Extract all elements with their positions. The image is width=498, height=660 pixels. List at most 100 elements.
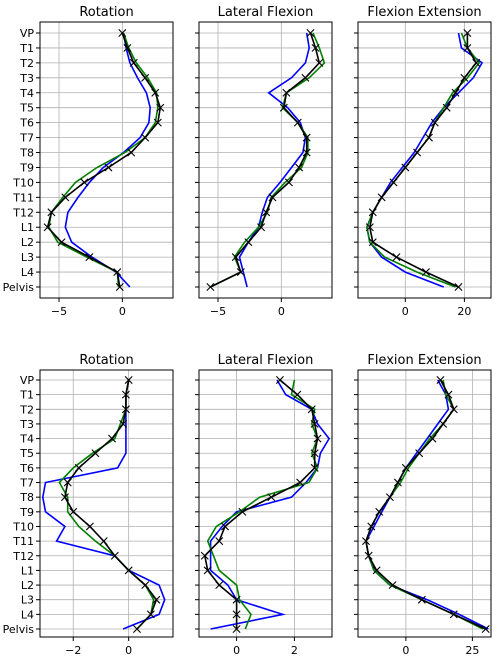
data-point-marker (361, 537, 370, 546)
data-point-marker (481, 625, 490, 633)
data-point-marker (417, 595, 426, 604)
data-point-marker (268, 193, 277, 202)
data-point-marker (449, 405, 458, 414)
data-point-marker (221, 522, 230, 531)
data-point-marker (282, 88, 291, 97)
series-line-0 (64, 32, 152, 288)
data-point-marker (108, 434, 117, 443)
y-tick-label: T1 (19, 389, 34, 402)
data-point-marker (436, 376, 445, 384)
data-point-marker (203, 566, 212, 575)
data-point-marker (215, 537, 224, 546)
data-point-marker (91, 449, 100, 458)
y-tick-label: T5 (19, 447, 34, 460)
data-point-marker (215, 581, 224, 590)
data-point-marker (284, 178, 293, 187)
y-tick-label: L4 (21, 608, 34, 621)
plot-frame (198, 369, 333, 638)
data-point-marker (389, 178, 398, 187)
data-point-marker (236, 268, 245, 277)
data-point-marker (393, 478, 402, 487)
data-point-marker (275, 376, 284, 384)
plot-frame (39, 21, 174, 299)
data-point-marker (444, 390, 453, 399)
data-point-marker (377, 193, 386, 202)
y-tick-label: T4 (19, 87, 34, 100)
data-point-marker (104, 163, 113, 172)
data-point-marker (47, 208, 56, 217)
data-point-marker (295, 163, 304, 172)
x-tick-label: 20 (457, 305, 471, 318)
y-tick-label: T10 (12, 176, 34, 189)
data-point-marker (315, 58, 324, 67)
data-point-marker (85, 522, 94, 531)
plot-frame (39, 369, 174, 638)
x-tick-label: −2 (65, 644, 81, 657)
data-point-marker (415, 449, 424, 458)
y-tick-label: T8 (19, 147, 34, 160)
x-tick-label: 0 (402, 305, 409, 318)
chart-title: Rotation (79, 5, 133, 20)
y-tick-label: T3 (19, 418, 34, 431)
series-line-1 (210, 32, 326, 288)
data-point-marker (310, 463, 319, 472)
data-point-marker (238, 507, 247, 516)
data-point-marker (262, 208, 271, 217)
data-point-marker (206, 283, 215, 291)
y-tick-label: T11 (12, 191, 34, 204)
y-tick-label: T7 (19, 477, 34, 490)
data-point-marker (301, 73, 310, 82)
data-point-marker (368, 238, 377, 247)
data-point-marker (279, 103, 288, 112)
data-point-marker (454, 283, 463, 291)
y-tick-label: L3 (21, 594, 34, 607)
y-tick-label: T7 (19, 132, 34, 145)
y-tick-label: Pelvis (3, 281, 35, 294)
data-point-marker (232, 595, 241, 604)
data-point-marker (372, 566, 381, 575)
data-point-marker (401, 463, 410, 472)
data-point-marker (153, 118, 162, 127)
series-line-2 (368, 33, 478, 288)
data-point-marker (463, 43, 472, 52)
x-tick-label: 0 (278, 305, 285, 318)
y-tick-label: L1 (21, 221, 34, 234)
y-tick-label: Pelvis (3, 623, 35, 636)
data-point-marker (99, 537, 108, 546)
data-point-marker (451, 88, 460, 97)
data-point-marker (302, 133, 311, 142)
chart-title: Lateral Flexion (218, 353, 314, 368)
y-tick-label: L1 (21, 564, 34, 577)
data-point-marker (463, 29, 472, 37)
data-point-marker (129, 58, 138, 67)
y-tick-label: T2 (19, 403, 34, 416)
data-point-marker (267, 493, 276, 502)
x-tick-label: −5 (51, 305, 67, 318)
data-point-marker (293, 118, 302, 127)
series-line-2 (64, 379, 158, 630)
data-point-marker (141, 73, 150, 82)
data-point-marker (232, 610, 241, 619)
data-point-marker (442, 103, 451, 112)
y-tick-label: T3 (19, 72, 34, 85)
data-point-marker (113, 268, 122, 277)
chart-panel-2: Flexion Extension 0 20 (354, 5, 492, 318)
data-point-marker (61, 193, 70, 202)
data-point-marker (449, 610, 458, 619)
data-point-marker (231, 253, 240, 262)
data-point-marker (421, 268, 430, 277)
y-tick-label: T12 (12, 550, 34, 563)
data-point-marker (110, 551, 119, 560)
y-tick-label: VP (20, 374, 35, 387)
series-line-0 (238, 32, 311, 288)
data-point-marker (74, 463, 83, 472)
chart-title: Lateral Flexion (218, 5, 314, 20)
data-point-marker (401, 163, 410, 172)
data-point-marker (146, 610, 155, 619)
y-tick-label: L4 (21, 266, 34, 279)
x-tick-label: 0 (125, 644, 132, 657)
y-tick-label: L2 (21, 579, 34, 592)
x-tick-label: −5 (210, 305, 226, 318)
